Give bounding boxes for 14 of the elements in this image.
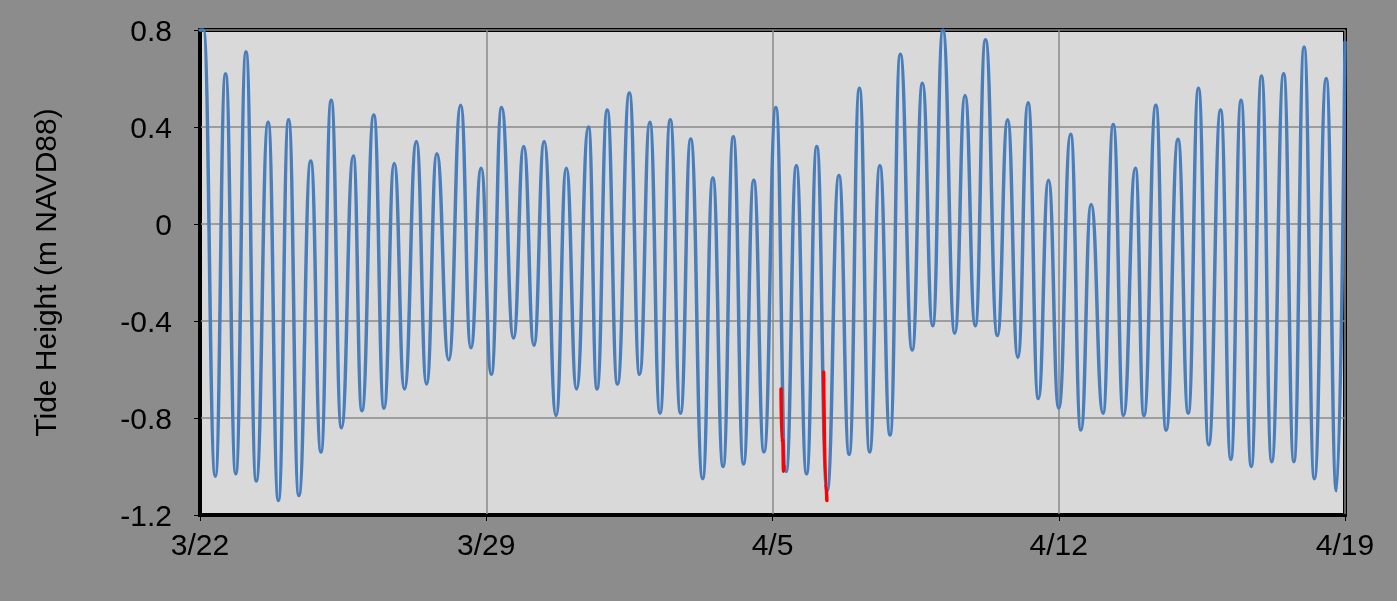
line-series — [821, 370, 829, 503]
y-tick-label: 0.4 — [130, 110, 172, 144]
y-tick-label: 0.8 — [130, 13, 172, 47]
y-tick-label: -0.8 — [120, 401, 172, 435]
x-tick-label: 3/22 — [170, 527, 230, 561]
y-tick-label: 0 — [155, 207, 172, 241]
x-tick-label: 3/29 — [457, 527, 516, 561]
y-tick-label: -1.2 — [120, 498, 172, 532]
x-tick-label: 4/12 — [1029, 527, 1088, 561]
y-axis-title: Tide Height (m NAVD88) — [28, 108, 62, 437]
y-tick-label: -0.4 — [120, 304, 172, 338]
x-tick-label: 4/19 — [1315, 527, 1375, 561]
line-series — [779, 387, 786, 474]
x-tick-label: 4/5 — [751, 527, 794, 561]
